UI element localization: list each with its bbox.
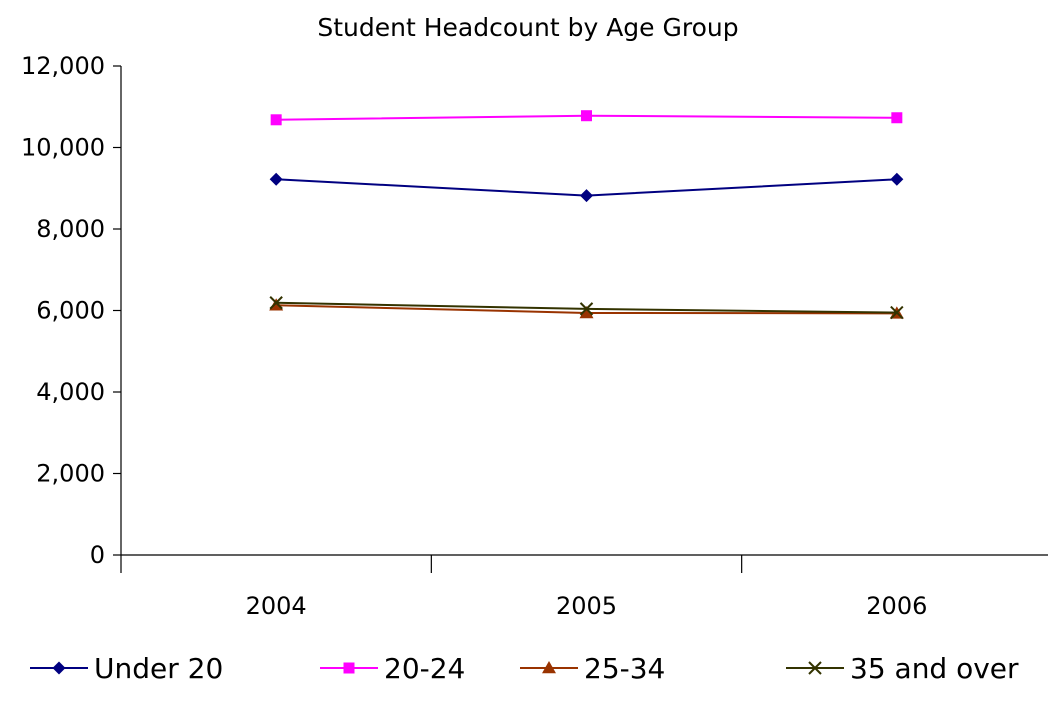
y-tick-label: 10,000 <box>21 134 105 162</box>
legend-label-25-34: 25-34 <box>584 652 665 685</box>
series-under-20 <box>269 172 904 203</box>
x-tick-label: 2004 <box>246 592 307 620</box>
legend-item-35-and-over: 35 and over <box>786 652 1019 685</box>
data-point-under-20 <box>890 172 904 186</box>
data-point-25-34 <box>579 305 594 319</box>
series-20-24 <box>270 110 903 126</box>
data-point-35-and-over <box>890 305 904 320</box>
y-tick-label: 8,000 <box>36 215 105 243</box>
data-point-35-and-over <box>579 302 594 316</box>
series-35-and-over <box>269 296 904 320</box>
series-layer <box>269 110 904 320</box>
data-point-under-20 <box>269 172 283 186</box>
legend-label-under-20: Under 20 <box>94 652 223 685</box>
legend-marker-20-24 <box>343 662 355 674</box>
data-point-20-24 <box>270 114 282 126</box>
y-tick-label: 12,000 <box>21 52 105 80</box>
legend-marker-35-and-over <box>808 661 822 675</box>
data-point-20-24 <box>891 112 903 124</box>
x-tick-label: 2005 <box>556 592 617 620</box>
legend-item-20-24: 20-24 <box>320 652 465 685</box>
legend-marker-under-20 <box>52 661 66 675</box>
legend-item-under-20: Under 20 <box>30 652 223 685</box>
x-tick-label: 2006 <box>866 592 927 620</box>
data-point-35-and-over <box>269 296 283 310</box>
y-tick-label: 6,000 <box>36 297 105 325</box>
legend-label-20-24: 20-24 <box>384 652 465 685</box>
y-tick-label: 0 <box>90 541 105 569</box>
legend: Under 20 20-24 25-34 35 and over <box>30 652 1019 685</box>
chart-title: Student Headcount by Age Group <box>317 13 738 42</box>
data-point-20-24 <box>581 110 592 122</box>
legend-item-25-34: 25-34 <box>520 652 665 685</box>
y-tick-label: 2,000 <box>36 460 105 488</box>
legend-label-35-and-over: 35 and over <box>850 652 1019 685</box>
marker-x-stroke <box>808 661 822 675</box>
legend-marker-25-34 <box>542 661 556 674</box>
y-tick-label: 4,000 <box>36 378 105 406</box>
axes: 0 2,000 4,000 6,000 8,000 10,000 12,000 2004 200… <box>21 52 1048 620</box>
data-point-under-20 <box>580 189 593 203</box>
marker-x-stroke <box>890 305 904 320</box>
marker-x-stroke <box>579 302 594 316</box>
marker-x-stroke <box>269 296 283 310</box>
